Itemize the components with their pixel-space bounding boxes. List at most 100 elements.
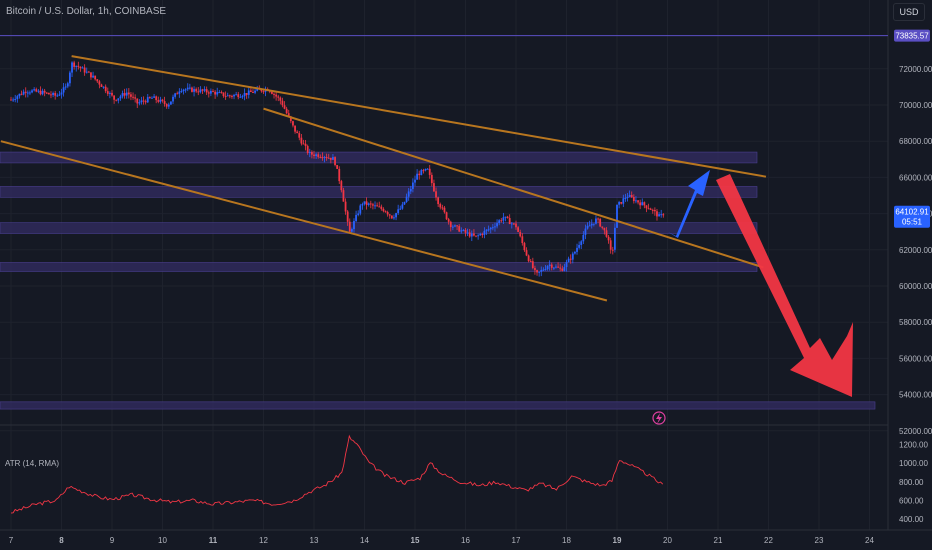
candle-body	[475, 235, 477, 237]
candle-body	[536, 270, 538, 273]
candle-body	[510, 223, 513, 225]
candle-body	[622, 198, 625, 204]
candle-body	[393, 217, 395, 219]
candle-body	[323, 157, 326, 159]
candle-body	[252, 92, 254, 94]
candle-body	[361, 204, 364, 206]
candle-body	[96, 79, 99, 82]
candle-body	[340, 181, 343, 191]
candle-body	[285, 108, 288, 114]
time-tick-label: 22	[764, 536, 773, 545]
candle-body	[231, 95, 233, 97]
candle-body	[567, 258, 570, 263]
candle-body	[220, 92, 223, 94]
atr-tick-label: 800.00	[899, 478, 924, 487]
high-price-label: 73835.57	[895, 32, 929, 41]
time-tick-label: 10	[158, 536, 167, 545]
candle-body	[186, 87, 189, 90]
price-tick-label: 56000.00	[899, 354, 932, 363]
candle-body	[75, 65, 78, 67]
candle-body	[363, 201, 366, 205]
candle-body	[397, 209, 400, 214]
candle-body	[193, 89, 195, 92]
candle-body	[346, 211, 349, 222]
candle-body	[306, 146, 309, 154]
candle-body	[12, 99, 15, 101]
candle-body	[39, 90, 42, 95]
candle-body	[653, 209, 656, 212]
candle-body	[656, 211, 658, 217]
candle-body	[277, 96, 280, 98]
candle-body	[14, 99, 17, 101]
candle-body	[197, 91, 200, 93]
trendline	[263, 107, 764, 269]
price-zones	[0, 151, 876, 410]
candle-body	[180, 91, 183, 93]
candle-body	[249, 90, 252, 93]
candle-body	[580, 241, 583, 245]
candle-body	[641, 202, 644, 206]
candle-body	[73, 62, 76, 67]
candle-body	[620, 202, 623, 204]
candle-body	[374, 205, 376, 207]
atr-tick-label: 600.00	[899, 496, 924, 505]
time-tick-label: 21	[714, 536, 723, 545]
candle-body	[630, 194, 633, 198]
candle-body	[470, 233, 473, 237]
candle-body	[609, 240, 612, 250]
candle-body	[41, 90, 44, 95]
candle-body	[550, 264, 553, 268]
candle-body	[365, 201, 368, 205]
projection-arrows[interactable]	[668, 170, 853, 397]
time-tick-label: 11	[209, 536, 218, 545]
candle-body	[138, 102, 141, 104]
candle-body	[599, 218, 602, 227]
candle-body	[60, 92, 63, 95]
candle-body	[416, 173, 419, 180]
candle-body	[226, 95, 229, 97]
candle-body	[243, 93, 246, 97]
candle-body	[660, 214, 663, 216]
candle-body	[69, 72, 71, 84]
candle-body	[71, 62, 73, 73]
trendlines[interactable]	[0, 55, 767, 302]
candle-body	[367, 203, 370, 205]
candle-body	[409, 188, 412, 192]
candle-body	[645, 205, 648, 209]
candle-body	[22, 91, 25, 95]
candle-body	[500, 220, 503, 222]
candle-body	[85, 71, 88, 73]
candle-body	[81, 67, 84, 69]
candle-body	[58, 94, 61, 96]
time-tick-label: 17	[512, 536, 521, 545]
candle-body	[241, 96, 244, 98]
time-tick-label: 18	[562, 536, 571, 545]
candle-body	[420, 170, 423, 176]
time-tick-label: 7	[9, 536, 14, 545]
time-axis[interactable]: 7 8 9 10 11 12 13 14 15 16 17 18 19 20 21 22 23 24	[9, 536, 875, 545]
candle-body	[35, 89, 38, 92]
candle-body	[195, 89, 198, 92]
candle-body	[433, 183, 435, 192]
price-axis[interactable]: 52000.00 54000.00 56000.00 58000.00 60000.00…	[899, 65, 932, 524]
candle-body	[294, 125, 296, 132]
candle-body	[336, 164, 339, 169]
high-price-label-bg	[894, 29, 930, 42]
candle-body	[29, 92, 31, 94]
candle-body	[479, 234, 482, 236]
candle-body	[125, 92, 128, 96]
candle-body	[477, 235, 480, 237]
candle-body	[473, 233, 475, 236]
currency-button[interactable]: USD	[893, 3, 925, 21]
candle-body	[201, 89, 204, 91]
candle-body	[418, 173, 421, 176]
candle-body	[132, 96, 134, 98]
trendline	[71, 55, 767, 178]
candle-body	[214, 91, 217, 95]
candle-body	[310, 152, 313, 155]
candlestick-series	[10, 60, 665, 277]
time-tick-label: 19	[613, 536, 622, 545]
candle-body	[20, 93, 23, 95]
